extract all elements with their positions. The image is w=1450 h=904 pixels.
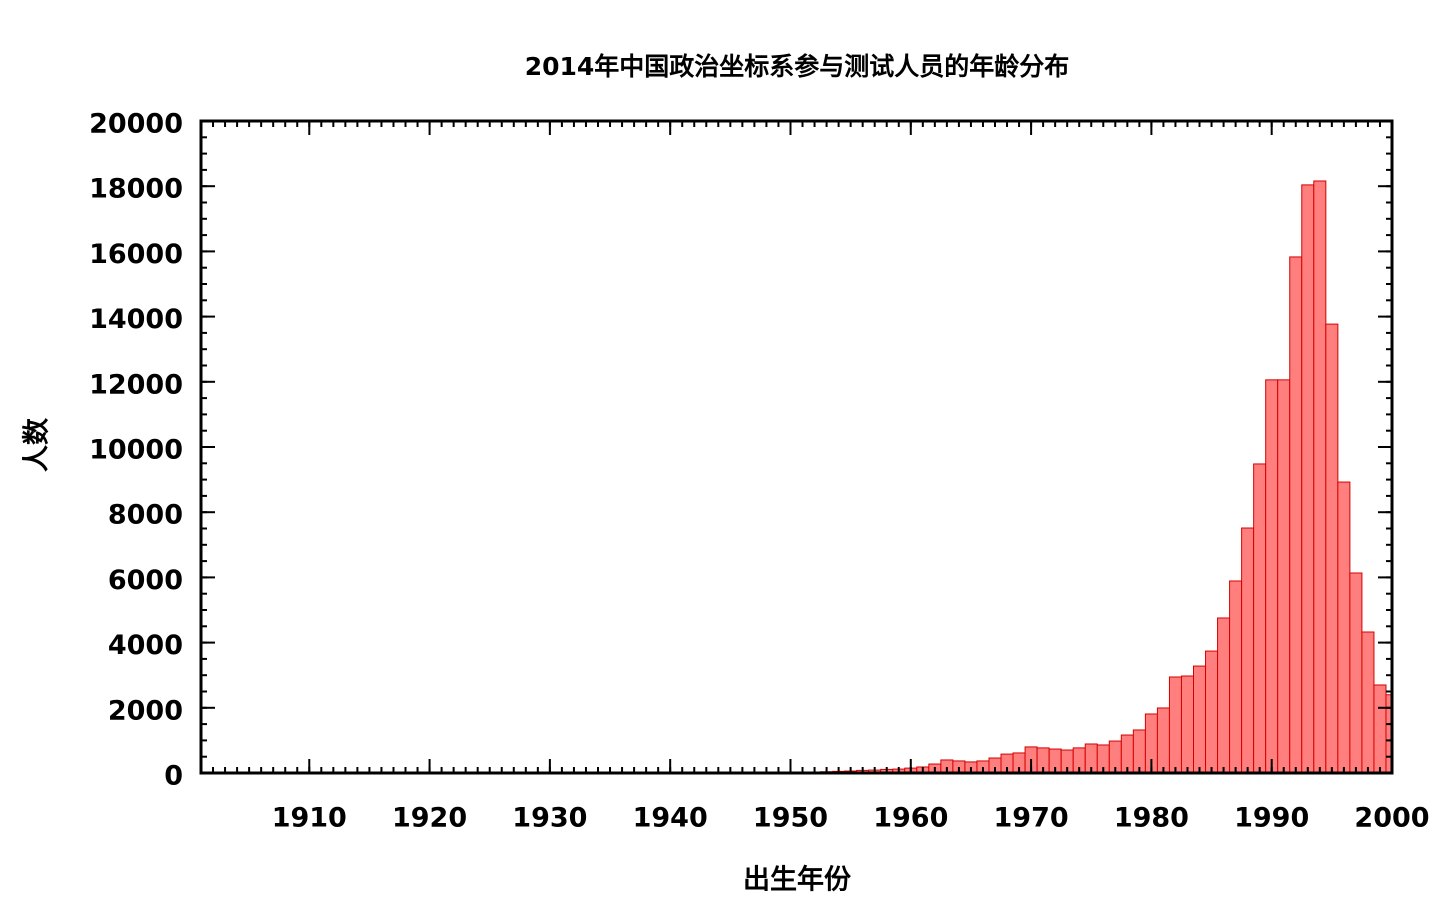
- bar: [1193, 665, 1207, 773]
- x-tick-label: 1950: [753, 803, 828, 834]
- x-tick-label: 1960: [873, 803, 948, 834]
- y-tick-label: 18000: [89, 174, 183, 205]
- y-tick-label: 8000: [108, 500, 183, 531]
- y-tick-label: 2000: [108, 695, 183, 726]
- bar: [1313, 180, 1327, 773]
- bar: [1349, 572, 1363, 773]
- bar: [1373, 684, 1387, 773]
- y-tick-label: 12000: [89, 369, 183, 400]
- bar: [1325, 323, 1339, 773]
- y-tick-label: 6000: [108, 565, 183, 596]
- bar: [1277, 379, 1291, 773]
- x-tick-label: 1940: [633, 803, 708, 834]
- bar: [1132, 729, 1146, 773]
- bar: [1168, 676, 1182, 773]
- bar: [1301, 184, 1315, 773]
- y-tick-label: 20000: [89, 109, 183, 140]
- bar: [1385, 694, 1392, 773]
- x-tick-label: 2000: [1354, 803, 1429, 834]
- x-tick-label: 1970: [994, 803, 1069, 834]
- x-axis-label: 出生年份: [743, 864, 851, 896]
- bar: [1205, 650, 1219, 773]
- y-tick-label: 16000: [89, 239, 183, 270]
- bar: [1156, 707, 1170, 773]
- chart-title: 2014年中国政治坐标系参与测试人员的年龄分布: [525, 52, 1070, 81]
- bar: [1241, 527, 1255, 773]
- bar: [1361, 631, 1375, 773]
- bars: [808, 180, 1392, 773]
- bar: [1217, 617, 1231, 773]
- x-tick-label: 1930: [512, 803, 587, 834]
- bar: [1229, 580, 1243, 773]
- y-tick-label: 14000: [89, 304, 183, 335]
- x-tick-label: 1910: [272, 803, 347, 834]
- bar: [1180, 675, 1195, 773]
- bar: [1265, 379, 1279, 773]
- y-tick-label: 0: [164, 761, 183, 792]
- bar: [1289, 256, 1303, 773]
- y-axis-label: 人数: [22, 417, 53, 472]
- bar: [1337, 481, 1351, 773]
- x-tick-label: 1980: [1114, 803, 1189, 834]
- x-tick-label: 1990: [1234, 803, 1309, 834]
- y-tick-label: 4000: [108, 630, 183, 661]
- bar: [1253, 463, 1267, 773]
- y-tick-label: 10000: [89, 435, 183, 466]
- x-tick-label: 1920: [392, 803, 467, 834]
